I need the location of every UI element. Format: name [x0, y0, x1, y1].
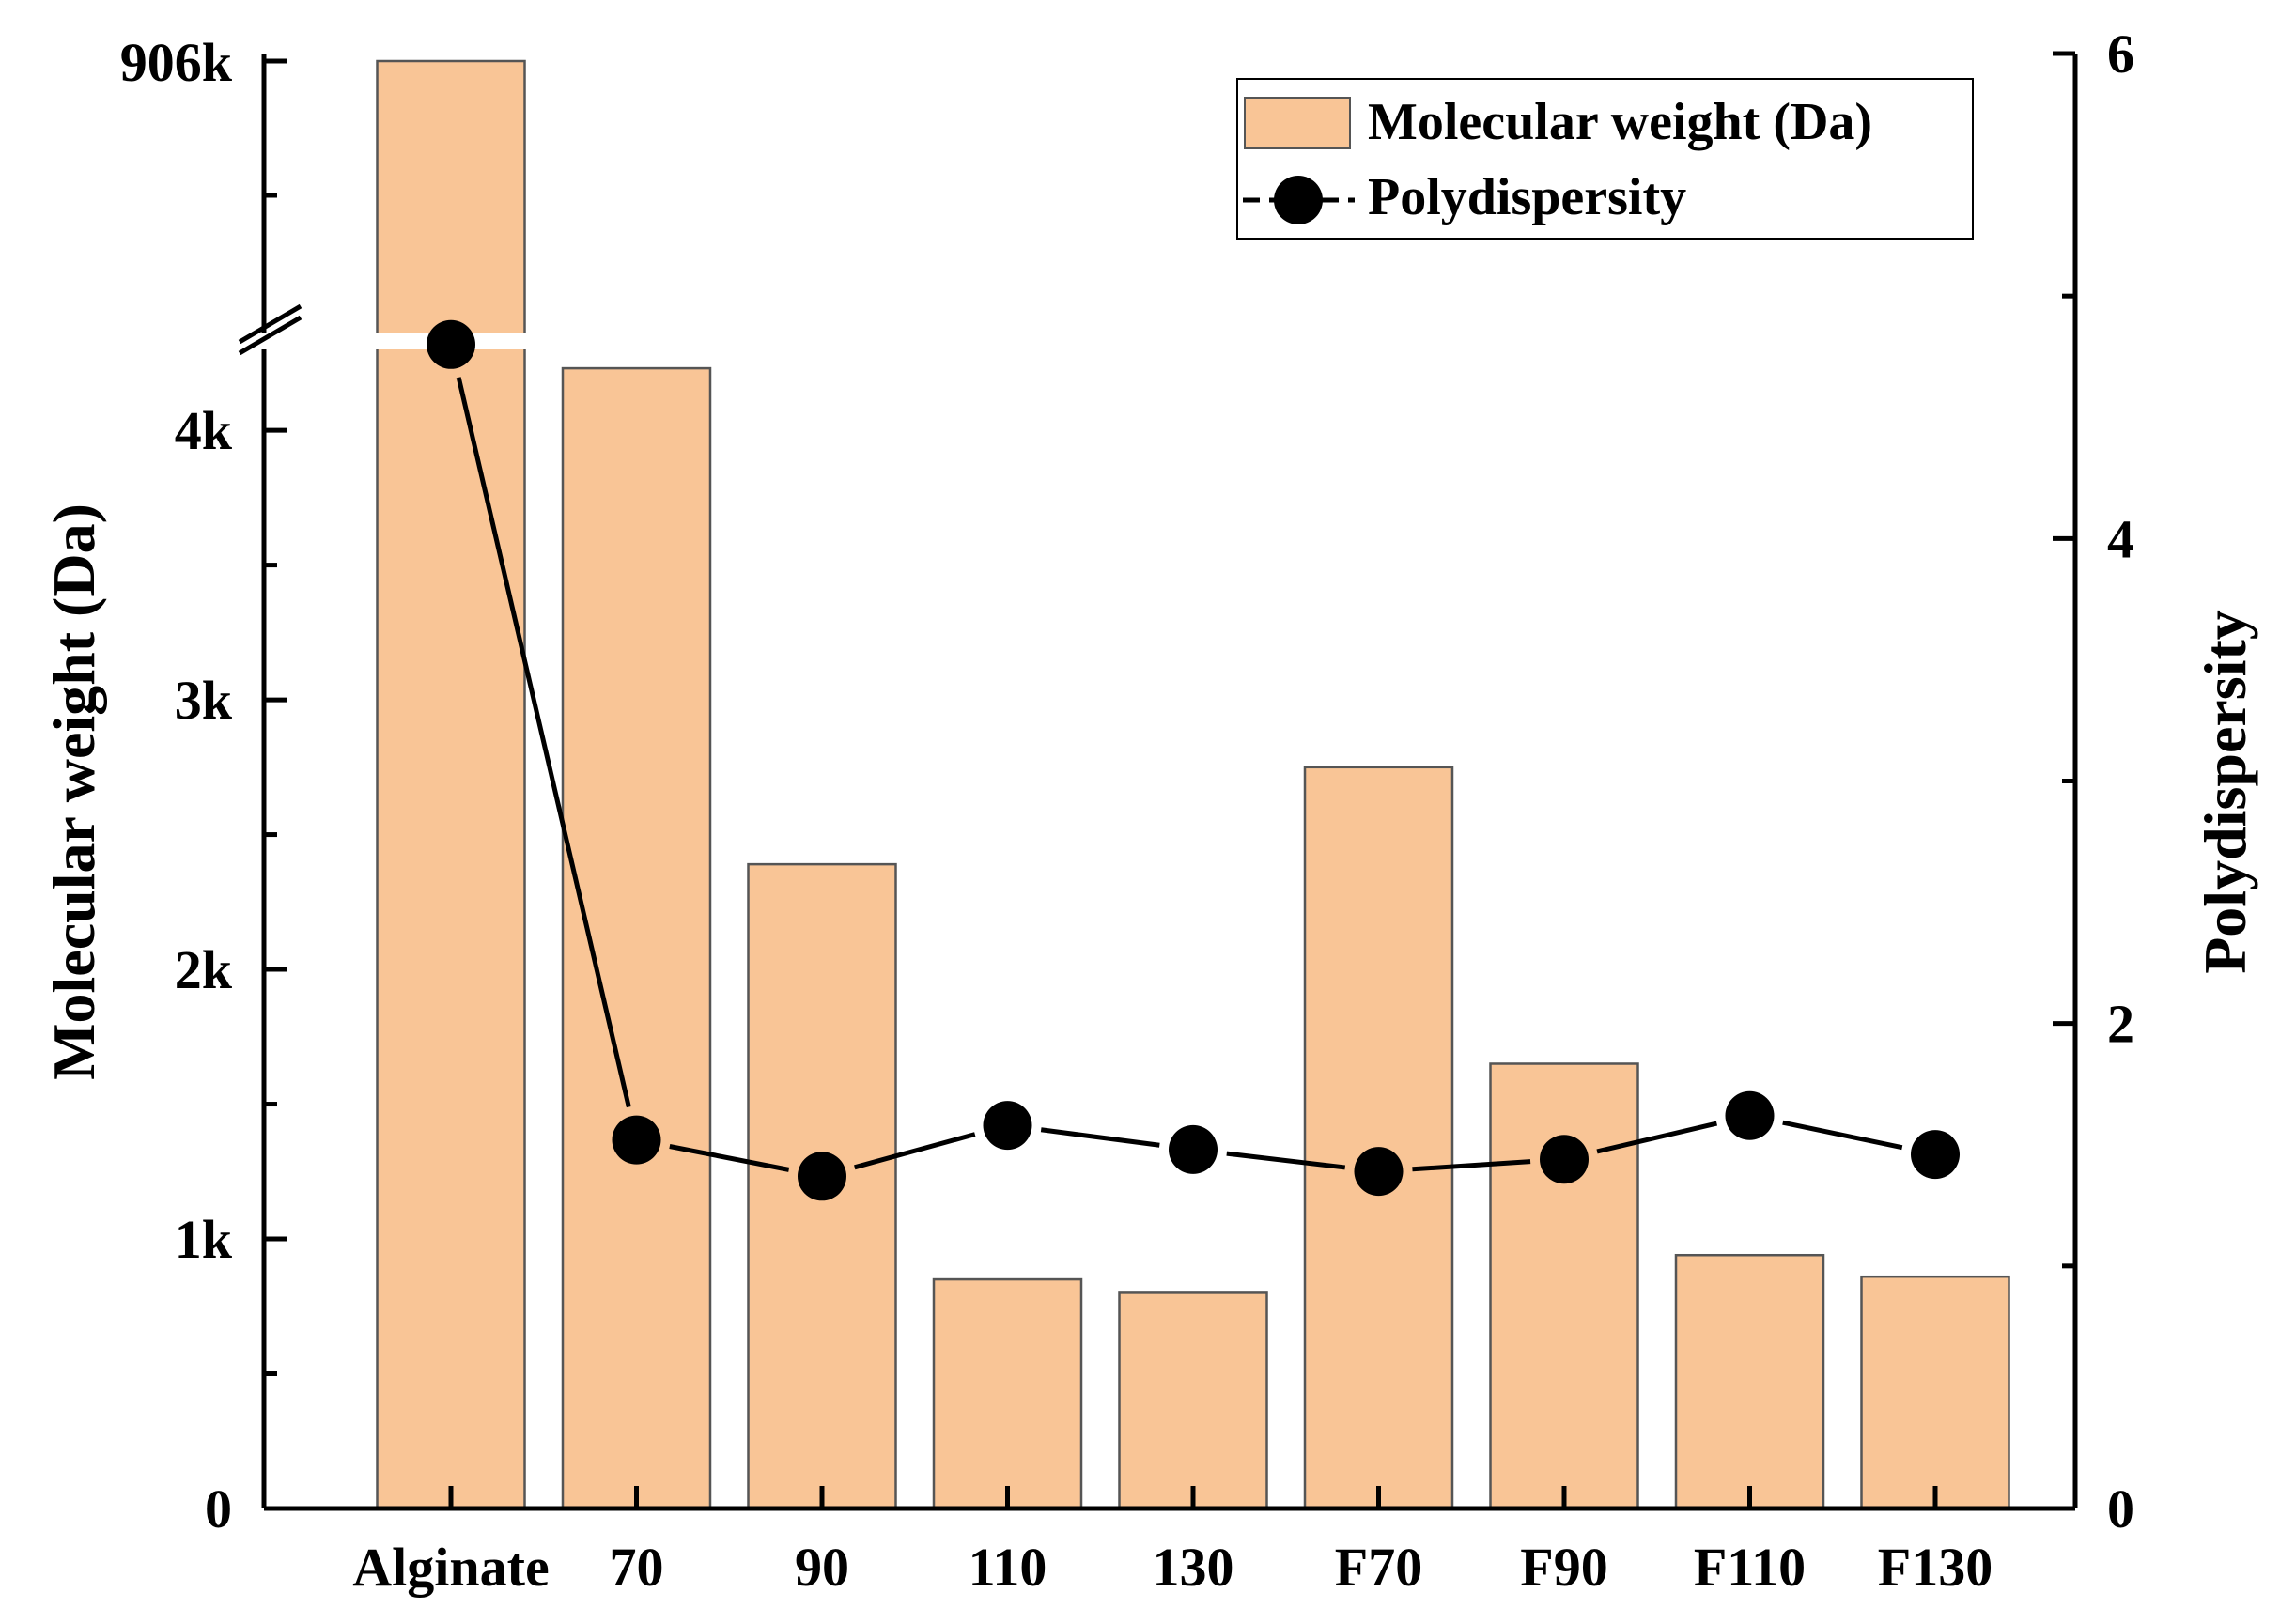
- category-label-f70: F70: [1335, 1537, 1422, 1598]
- polydispersity-segment: [1596, 1121, 1718, 1154]
- bar-130: [1118, 1291, 1268, 1510]
- left-tick-label: 3k: [175, 670, 233, 731]
- polydispersity-segment: [1782, 1120, 1903, 1151]
- category-label-70: 70: [610, 1537, 664, 1598]
- legend-label-molecular-weight: Molecular weight (Da): [1368, 93, 1872, 151]
- bar-70: [561, 366, 712, 1510]
- polydispersity-segment: [854, 1132, 976, 1170]
- category-label-f110: F110: [1694, 1537, 1806, 1598]
- right-tick-label: 0: [2107, 1478, 2134, 1539]
- category-label-90: 90: [795, 1537, 849, 1598]
- bar-f130: [1860, 1275, 2010, 1510]
- polydispersity-segment: [1412, 1159, 1531, 1172]
- polydispersity-point-110: [983, 1101, 1032, 1151]
- left-tick-label: 0: [205, 1478, 232, 1539]
- polydispersity-segment: [1226, 1151, 1346, 1170]
- category-label-110: 110: [969, 1537, 1047, 1598]
- axis-break-slash-lower: [238, 315, 302, 356]
- labels-layer: 0 1k 2k 3k 4k 906k 0 2 4 6 Alginate 70 90 110 130 F70 F9…: [120, 23, 2134, 1598]
- polydispersity-segment: [1040, 1127, 1160, 1148]
- polydispersity-point-90: [798, 1152, 846, 1201]
- polydispersity-point-f110: [1725, 1090, 1775, 1140]
- axes-layer: [261, 51, 2078, 1511]
- polydispersity-point-70: [612, 1115, 661, 1165]
- left-tick-label: 4k: [175, 400, 233, 461]
- legend-label-polydispersity: Polydispersity: [1368, 168, 1686, 226]
- axis-break-slash-upper: [238, 303, 302, 345]
- bar-alginate: [376, 59, 526, 1510]
- left-tick-label: 1k: [175, 1209, 233, 1270]
- category-label-f130: F130: [1878, 1537, 1993, 1598]
- legend-marker: [1274, 176, 1323, 224]
- category-label-f90: F90: [1520, 1537, 1607, 1598]
- right-tick-label: 6: [2107, 23, 2134, 85]
- right-tick-label: 2: [2107, 994, 2134, 1055]
- legend-bar-swatch: [1244, 97, 1351, 149]
- polydispersity-point-f70: [1354, 1147, 1404, 1197]
- category-label-130: 130: [1153, 1537, 1234, 1598]
- right-tick-label: 4: [2107, 508, 2134, 569]
- polydispersity-point-f130: [1911, 1130, 1960, 1180]
- polydispersity-point-f90: [1540, 1135, 1589, 1184]
- bar-f90: [1489, 1062, 1639, 1510]
- polydispersity-segment: [669, 1144, 790, 1172]
- polydispersity-point-130: [1169, 1124, 1218, 1174]
- left-tick-label: 2k: [175, 939, 233, 1000]
- left-axis-title: Molecular weight (Da): [40, 503, 107, 1080]
- bar-f110: [1674, 1253, 1825, 1510]
- right-axis-title: Polydispersity: [2192, 610, 2258, 974]
- polydispersity-line-layer: [427, 319, 1960, 1201]
- legend-box: [1236, 78, 1974, 240]
- bars-layer: [376, 59, 2010, 1510]
- category-label-alginate: Alginate: [352, 1537, 549, 1598]
- polydispersity-point-alginate: [427, 319, 475, 369]
- bar-f70: [1303, 766, 1454, 1510]
- bar-110: [932, 1277, 1083, 1510]
- legend: Molecular weight (Da) Polydispersity: [1236, 78, 1974, 240]
- left-tick-label-top: 906k: [120, 32, 233, 93]
- polydispersity-segment: [456, 377, 631, 1108]
